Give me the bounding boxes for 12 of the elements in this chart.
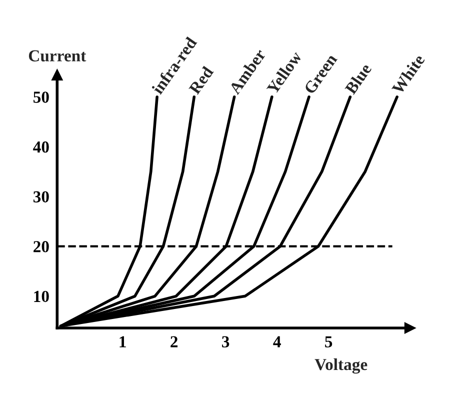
y-tick-label: 40 (33, 141, 49, 153)
x-tick-label: 3 (222, 336, 230, 348)
x-axis-title: Voltage (314, 358, 368, 374)
y-axis-title: Current (28, 50, 86, 62)
y-tick-label: 50 (34, 92, 49, 103)
x-tick-label: 4 (273, 336, 281, 348)
x-tick-label: 5 (325, 336, 332, 348)
y-tick-label: 30 (33, 191, 49, 202)
y-tick-label: 10 (34, 290, 49, 302)
x-tick-label: 2 (170, 336, 178, 348)
y-tick-label: 20 (34, 241, 49, 252)
x-tick-label: 1 (120, 336, 126, 348)
